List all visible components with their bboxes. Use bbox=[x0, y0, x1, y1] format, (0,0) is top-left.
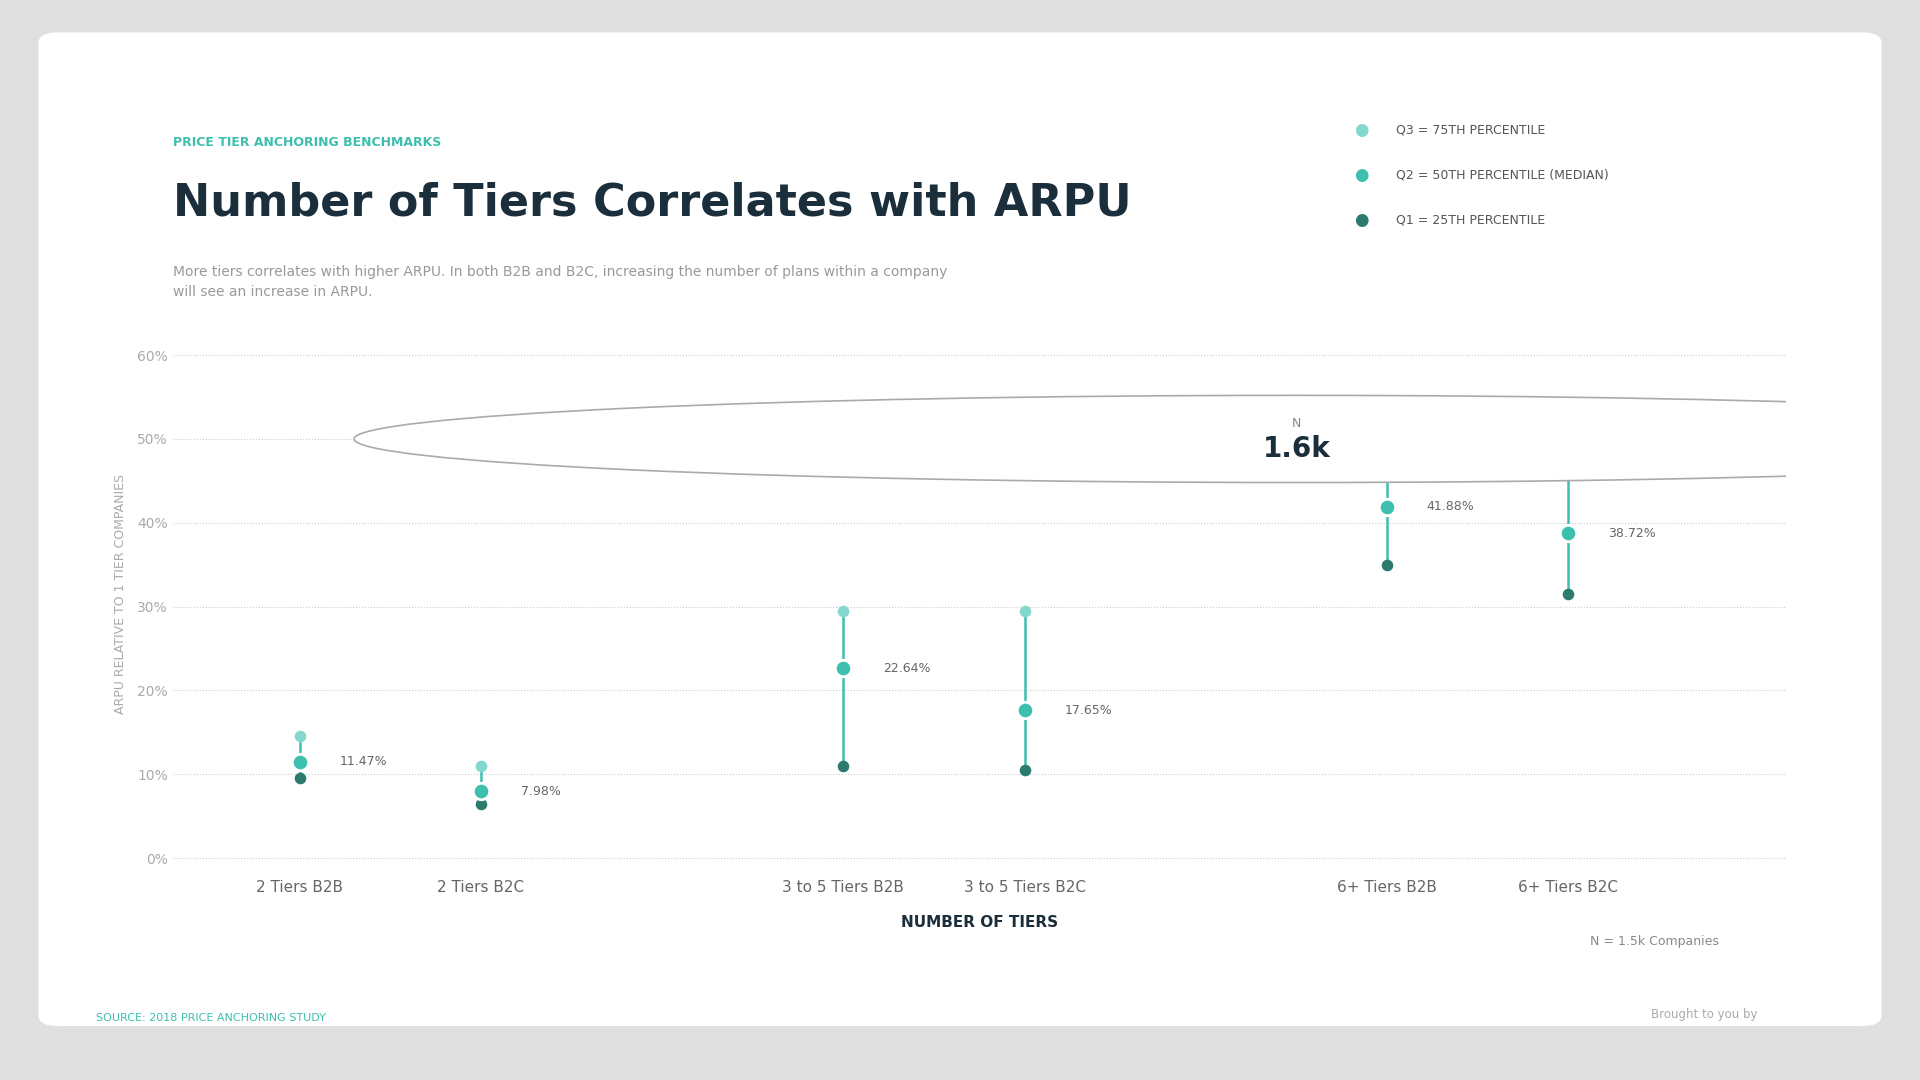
Text: 11.47%: 11.47% bbox=[340, 755, 388, 768]
Text: Q1 = 25TH PERCENTILE: Q1 = 25TH PERCENTILE bbox=[1396, 214, 1546, 227]
Circle shape bbox=[1830, 997, 1845, 1010]
Point bbox=[284, 770, 315, 787]
Point bbox=[828, 757, 858, 774]
Text: ●: ● bbox=[1354, 121, 1369, 138]
Text: Q2 = 50TH PERCENTILE (MEDIAN): Q2 = 50TH PERCENTILE (MEDIAN) bbox=[1396, 168, 1609, 181]
Text: More tiers correlates with higher ARPU. In both B2B and B2C, increasing the numb: More tiers correlates with higher ARPU. … bbox=[173, 265, 947, 299]
Point bbox=[1371, 556, 1402, 573]
Text: ●: ● bbox=[1354, 166, 1369, 184]
Point bbox=[465, 757, 495, 774]
Point bbox=[1553, 409, 1584, 427]
Point bbox=[828, 603, 858, 620]
Text: 7.98%: 7.98% bbox=[520, 785, 561, 798]
Text: Q3 = 75TH PERCENTILE: Q3 = 75TH PERCENTILE bbox=[1396, 123, 1546, 136]
FancyBboxPatch shape bbox=[38, 32, 1882, 1026]
Text: N = 1.5k Companies: N = 1.5k Companies bbox=[1590, 935, 1718, 948]
Point bbox=[1553, 585, 1584, 603]
Text: ●: ● bbox=[1354, 212, 1369, 229]
Text: Number of Tiers Correlates with ARPU: Number of Tiers Correlates with ARPU bbox=[173, 183, 1131, 225]
Point bbox=[465, 795, 495, 812]
Point bbox=[465, 783, 495, 800]
Circle shape bbox=[353, 395, 1920, 483]
Text: Brought to you by: Brought to you by bbox=[1651, 1009, 1757, 1022]
Point bbox=[1371, 418, 1402, 435]
Text: 17.65%: 17.65% bbox=[1064, 703, 1112, 717]
Text: 22.64%: 22.64% bbox=[883, 662, 931, 675]
Text: 38.72%: 38.72% bbox=[1609, 527, 1655, 540]
Text: SOURCE: 2018 PRICE ANCHORING STUDY: SOURCE: 2018 PRICE ANCHORING STUDY bbox=[96, 1013, 326, 1023]
X-axis label: NUMBER OF TIERS: NUMBER OF TIERS bbox=[900, 916, 1058, 931]
Text: PRICE TIER ANCHORING BENCHMARKS: PRICE TIER ANCHORING BENCHMARKS bbox=[173, 136, 442, 149]
Point bbox=[1010, 701, 1041, 718]
Point bbox=[1010, 761, 1041, 779]
Point bbox=[284, 753, 315, 770]
Point bbox=[1371, 498, 1402, 515]
Wedge shape bbox=[1826, 1005, 1849, 1017]
Point bbox=[284, 728, 315, 745]
Text: 41.88%: 41.88% bbox=[1427, 500, 1475, 513]
Text: N: N bbox=[1292, 417, 1302, 430]
Y-axis label: ARPU RELATIVE TO 1 TIER COMPANIES: ARPU RELATIVE TO 1 TIER COMPANIES bbox=[113, 474, 127, 714]
Point bbox=[828, 660, 858, 677]
Point bbox=[1010, 603, 1041, 620]
Text: 1.6k: 1.6k bbox=[1263, 435, 1331, 463]
Point bbox=[1553, 525, 1584, 542]
